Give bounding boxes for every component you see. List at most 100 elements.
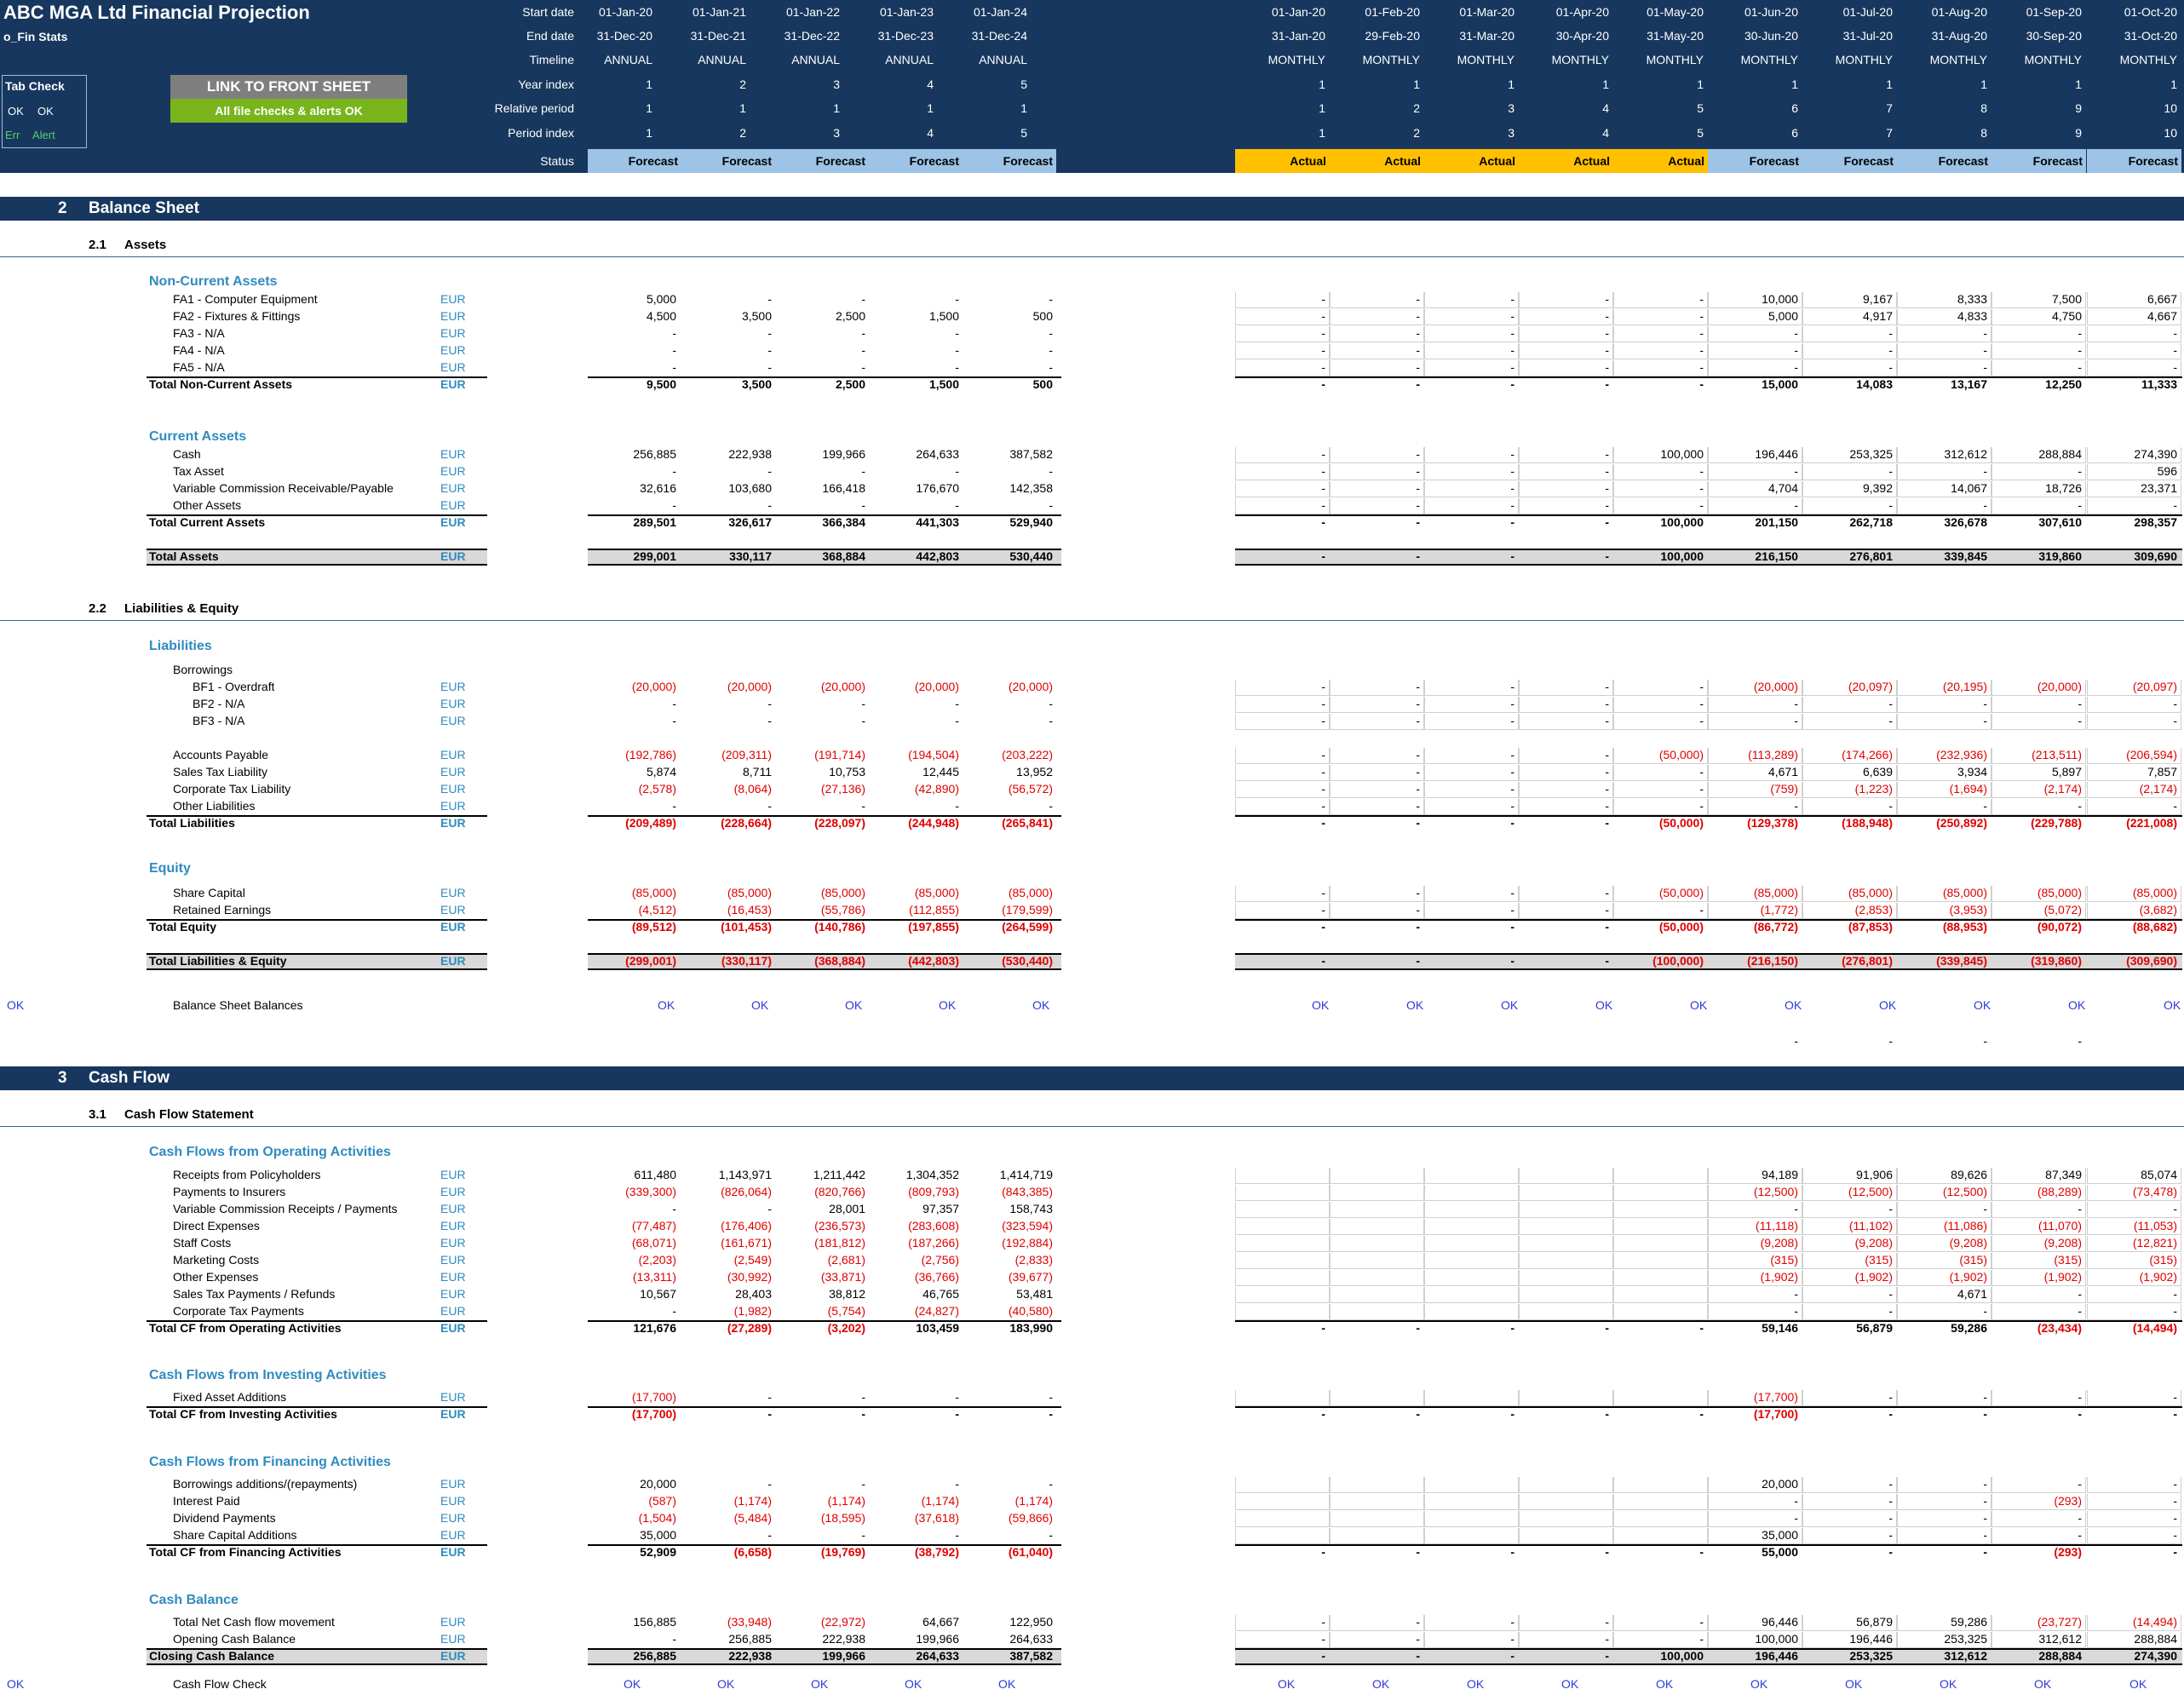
monthly-value: -	[1983, 464, 1987, 478]
monthly-cell-border	[1424, 498, 1519, 514]
monthly-cell-border	[1708, 697, 1802, 713]
monthly-value: 3,934	[1957, 765, 1987, 779]
annual-value: 368,884	[822, 549, 865, 563]
monthly-value: -	[1983, 360, 1987, 374]
link-to-front-sheet-button[interactable]: LINK TO FRONT SHEET	[170, 75, 407, 99]
monthly-cell-border	[1519, 309, 1613, 325]
monthly-value: -	[1605, 697, 1609, 710]
monthly-cell-border	[2087, 799, 2181, 815]
monthly-cell-border	[1424, 799, 1519, 815]
annual-value: (2,578)	[638, 782, 676, 796]
annual-value: -	[767, 1390, 772, 1404]
monthly-value: (87,853)	[1848, 920, 1893, 934]
header-monthly-cell: 01-Apr-20	[1555, 5, 1609, 19]
annual-value: (3,202)	[827, 1321, 865, 1335]
monthly-value: 4,671	[1767, 765, 1798, 779]
annual-value: -	[1049, 1528, 1053, 1542]
status-badge: Forecast	[1802, 149, 1897, 173]
annual-value: -	[861, 1407, 865, 1421]
monthly-value: -	[1699, 903, 1704, 916]
row-unit: EUR	[440, 816, 466, 830]
monthly-cell-border	[1991, 697, 2086, 713]
monthly-value: -	[2078, 714, 2082, 727]
monthly-cell-border	[2087, 1615, 2181, 1631]
check-ok: OK	[1750, 1677, 1768, 1691]
monthly-value: 59,286	[1951, 1321, 1987, 1335]
annual-value: -	[955, 326, 959, 340]
header-annual-cell: 1	[739, 101, 746, 115]
monthly-value: -	[1510, 920, 1514, 934]
monthly-value: -	[1605, 1649, 1609, 1663]
annual-value: -	[767, 360, 772, 374]
annual-value: 2,500	[835, 309, 865, 323]
row-label: Staff Costs	[173, 1236, 232, 1250]
row-label: Variable Commission Receivable/Payable	[173, 481, 394, 495]
annual-value: -	[1049, 343, 1053, 357]
monthly-cell-border	[1519, 765, 1613, 781]
monthly-cell-border	[1613, 1202, 1708, 1218]
monthly-value: 262,718	[1849, 515, 1893, 529]
file-checks-status-button[interactable]: All file checks & alerts OK	[170, 99, 407, 123]
row-label: Sales Tax Payments / Refunds	[173, 1287, 336, 1301]
monthly-cell-border	[1519, 326, 1613, 342]
row-unit: EUR	[440, 1236, 466, 1250]
header-row-label: Period index	[508, 126, 574, 140]
tab-check-alert: Alert	[32, 129, 55, 141]
row-unit: EUR	[440, 292, 466, 306]
monthly-value: -	[1888, 799, 1893, 813]
monthly-cell-border	[1991, 1185, 2086, 1201]
monthly-cell-border	[1708, 1615, 1802, 1631]
annual-value: -	[672, 360, 676, 374]
annual-value: -	[1049, 697, 1053, 710]
annual-value: 264,633	[916, 1649, 959, 1663]
monthly-value: -	[1888, 1528, 1893, 1542]
monthly-cell-border	[1802, 1304, 1897, 1320]
status-text: Forecast	[2032, 154, 2083, 168]
monthly-cell-border	[1897, 498, 1991, 514]
monthly-cell-border	[1802, 326, 1897, 342]
check-ok: OK	[1467, 1677, 1485, 1691]
monthly-value: (88,682)	[2132, 920, 2177, 934]
monthly-value: -	[1321, 816, 1325, 830]
monthly-value: (293)	[2054, 1545, 2082, 1559]
row-label: Borrowings	[173, 663, 233, 676]
monthly-cell-border	[1708, 1236, 1802, 1252]
monthly-value: -	[1416, 816, 1420, 830]
monthly-cell-border	[1613, 782, 1708, 798]
monthly-value: -	[1888, 1407, 1893, 1421]
annual-value: (30,992)	[727, 1270, 772, 1284]
row-unit: EUR	[440, 1649, 466, 1663]
monthly-cell-border	[1330, 1304, 1424, 1320]
annual-value: 20,000	[640, 1477, 676, 1491]
monthly-value: (50,000)	[1658, 748, 1704, 761]
annual-value: 1,500	[928, 309, 959, 323]
monthly-cell-border	[1519, 498, 1613, 514]
annual-value: (20,000)	[727, 680, 772, 693]
monthly-value: 4,671	[1957, 1287, 1987, 1301]
annual-value: (5,484)	[733, 1511, 772, 1525]
group-title-financing: Cash Flows from Financing Activities	[149, 1455, 391, 1469]
monthly-cell-border	[1613, 1390, 1708, 1406]
monthly-cell-border	[1613, 464, 1708, 480]
monthly-cell-border	[2087, 1477, 2181, 1493]
monthly-cell-border	[2087, 1511, 2181, 1527]
monthly-value: -	[1321, 481, 1325, 495]
monthly-value: (1,223)	[1854, 782, 1893, 796]
monthly-cell-border	[1330, 714, 1424, 730]
monthly-value: (9,208)	[1854, 1236, 1893, 1250]
balance-check-label: Balance Sheet Balances	[173, 998, 303, 1012]
total-row-band	[147, 549, 487, 566]
monthly-cell-border	[1991, 1304, 2086, 1320]
row-label: Borrowings additions/(repayments)	[173, 1477, 358, 1491]
monthly-cell-border	[2087, 1202, 2181, 1218]
monthly-value: -	[1699, 680, 1704, 693]
annual-value: (68,071)	[631, 1236, 676, 1250]
row-label: BF3 - N/A	[193, 714, 245, 727]
monthly-cell-border	[1424, 1494, 1519, 1510]
check-ok: OK	[658, 998, 675, 1012]
monthly-cell-border	[1708, 498, 1802, 514]
annual-value: -	[1049, 799, 1053, 813]
header-row-label: End date	[526, 29, 574, 43]
header-monthly-cell: 2	[1413, 126, 1420, 140]
monthly-value: (174,266)	[1842, 748, 1893, 761]
